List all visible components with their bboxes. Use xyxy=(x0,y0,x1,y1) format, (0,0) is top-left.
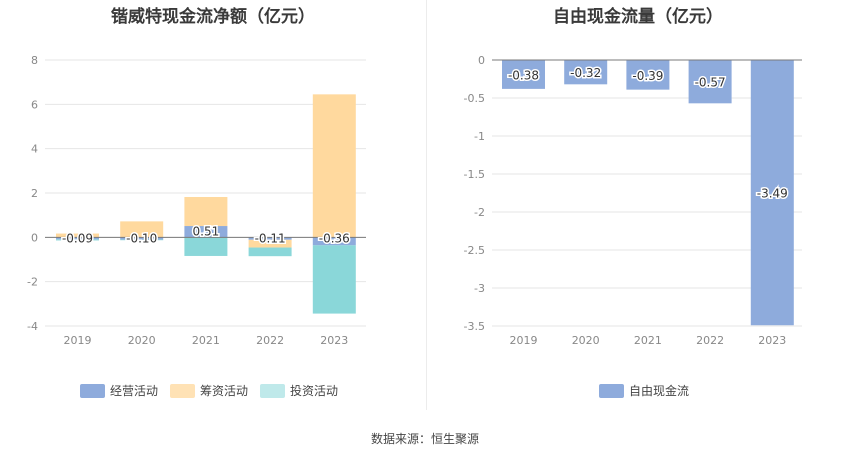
legend-label-investing: 投资活动 xyxy=(290,384,339,398)
bar-筹资活动 xyxy=(120,221,164,238)
bar-自由现金流 xyxy=(564,60,608,85)
y-tick-label: -1 xyxy=(474,130,485,143)
legend-swatch-financing xyxy=(170,383,196,398)
x-tick-label: 2020 xyxy=(572,334,600,347)
legend-label-operating: 经营活动 xyxy=(110,384,159,398)
x-tick-label: 2023 xyxy=(320,334,348,347)
bar-投资活动 xyxy=(248,247,292,257)
y-tick-label: -0.5 xyxy=(464,92,485,105)
legend-label-free-cashflow: 自由现金流 xyxy=(629,384,690,398)
x-tick-label: 2020 xyxy=(128,334,156,347)
legend-swatch-operating xyxy=(80,383,105,398)
bar-筹资活动 xyxy=(248,239,292,248)
legend-item-operating[interactable]: 经营活动 xyxy=(80,382,158,399)
y-tick-label: -3.5 xyxy=(464,320,485,333)
x-tick-label: 2021 xyxy=(192,334,220,347)
data-label: -0.38 xyxy=(508,68,539,82)
legend-swatch-investing xyxy=(260,383,286,398)
bar-经营活动 xyxy=(312,237,356,246)
bar-自由现金流 xyxy=(502,60,545,89)
chart-title-cashflow: 锴威特现金流净额（亿元） xyxy=(111,7,315,27)
x-tick-label: 2022 xyxy=(696,334,724,347)
bar-投资活动 xyxy=(56,239,99,241)
y-tick-label: -1.5 xyxy=(464,168,485,181)
y-tick-label: -2 xyxy=(474,206,485,219)
data-label: -0.36 xyxy=(319,231,350,245)
y-tick-label: 2 xyxy=(31,187,38,200)
bar-投资活动 xyxy=(120,239,164,241)
x-tick-label: 2023 xyxy=(758,334,786,347)
y-tick-label: 0 xyxy=(31,231,38,244)
x-tick-label: 2019 xyxy=(510,334,538,347)
legend-free-cashflow: 自由现金流 xyxy=(599,382,701,399)
data-label: -0.39 xyxy=(632,69,663,83)
data-source-note: 数据来源：恒生聚源 xyxy=(370,432,479,446)
bar-自由现金流 xyxy=(688,60,732,104)
chart-title-free-cashflow: 自由现金流量（亿元） xyxy=(553,7,723,27)
y-tick-label: -3 xyxy=(474,282,485,295)
bar-投资活动 xyxy=(312,245,356,314)
bar-经营活动 xyxy=(184,226,228,238)
chart-divider xyxy=(426,0,427,410)
data-label: -0.10 xyxy=(126,231,157,245)
y-tick-label: 6 xyxy=(31,98,38,111)
y-tick-label: 0 xyxy=(478,54,485,67)
bar-筹资活动 xyxy=(56,233,99,238)
y-tick-label: 4 xyxy=(31,143,38,156)
legend-item-investing[interactable]: 投资活动 xyxy=(260,382,338,399)
x-tick-label: 2022 xyxy=(256,334,284,347)
legend-cashflow: 经营活动 筹资活动 投资活动 xyxy=(80,382,350,399)
bar-经营活动 xyxy=(120,237,164,240)
legend-swatch-free-cashflow xyxy=(599,383,624,398)
data-label: -0.57 xyxy=(695,76,726,90)
data-label: -3.49 xyxy=(757,187,788,201)
x-tick-label: 2019 xyxy=(64,334,92,347)
y-tick-label: 8 xyxy=(31,54,38,67)
data-label: -0.32 xyxy=(570,66,601,80)
data-label: -0.09 xyxy=(62,231,93,245)
y-tick-label: -2 xyxy=(27,276,38,289)
x-tick-label: 2021 xyxy=(634,334,662,347)
bar-经营活动 xyxy=(248,237,292,240)
bar-自由现金流 xyxy=(750,60,794,326)
legend-label-financing: 筹资活动 xyxy=(200,384,249,398)
data-label: 0.51 xyxy=(193,224,220,238)
bar-投资活动 xyxy=(184,237,228,256)
legend-item-free-cashflow[interactable]: 自由现金流 xyxy=(599,382,689,399)
bar-筹资活动 xyxy=(312,94,356,238)
y-tick-label: -2.5 xyxy=(464,244,485,257)
bar-自由现金流 xyxy=(626,60,670,90)
legend-item-financing[interactable]: 筹资活动 xyxy=(170,382,248,399)
bar-经营活动 xyxy=(56,237,99,240)
data-label: -0.11 xyxy=(255,231,286,245)
y-tick-label: -4 xyxy=(27,320,38,333)
bar-筹资活动 xyxy=(184,196,228,227)
